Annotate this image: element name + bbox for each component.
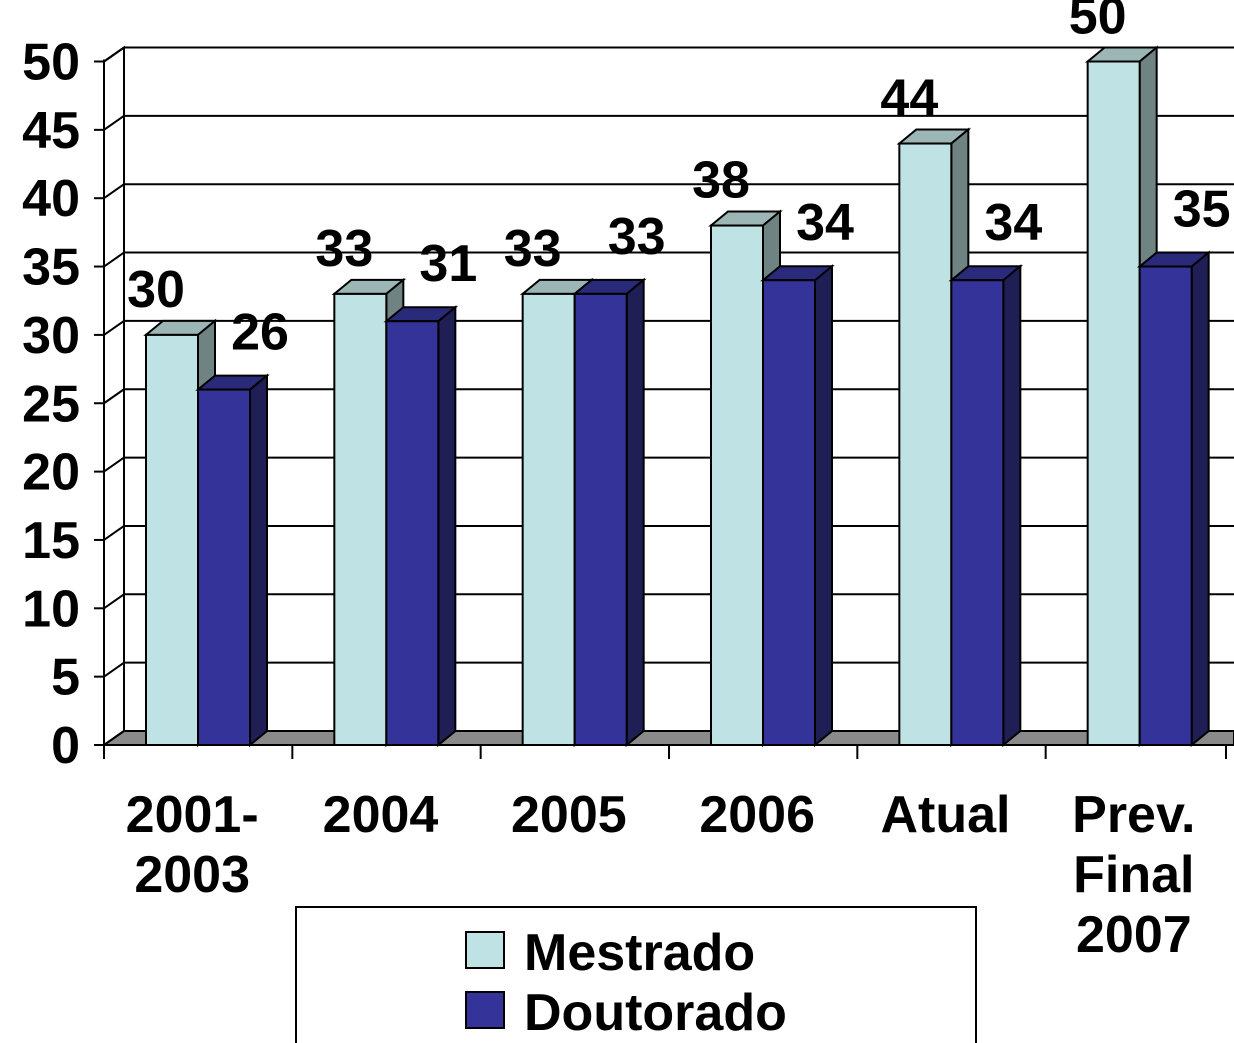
bar-doutorado: [948, 264, 1024, 748]
y-tick-label: 20: [22, 444, 80, 502]
gridline-side: [103, 456, 125, 473]
legend: Mestrado Doutorado: [295, 906, 977, 1043]
y-tick-label: 10: [22, 580, 80, 638]
chart-walls: [100, 45, 1234, 747]
bar-doutorado: [383, 305, 459, 748]
bars: [143, 45, 1212, 748]
gridline-side: [103, 661, 125, 678]
x-tick-label: 2004: [323, 786, 439, 844]
gridline-side: [103, 183, 125, 200]
bar-doutorado: [1136, 250, 1212, 748]
gridline-side: [103, 525, 125, 541]
gridline-side: [103, 115, 125, 131]
y-tick-label: 35: [22, 239, 80, 297]
legend-label-doutorado: Doutorado: [524, 984, 787, 1042]
x-tick-label: Atual: [881, 786, 1011, 844]
data-label: 30: [127, 261, 185, 319]
y-tick-label: 0: [51, 717, 80, 775]
gridline-side: [103, 593, 125, 610]
x-tick-label: 2001-2003: [126, 786, 259, 904]
data-label: 33: [315, 220, 373, 278]
gridline-side: [103, 251, 125, 268]
floor: [100, 730, 1234, 746]
x-axis-tick-labels: 2001-2003 2004 2005 2006 Atual Prev. Final 2007: [126, 786, 1196, 964]
x-tick-label: 2006: [699, 786, 815, 844]
legend-label-mestrado: Mestrado: [524, 924, 755, 982]
y-tick-label: 30: [22, 307, 80, 365]
legend-swatch-doutorado: [465, 991, 505, 1029]
data-label: 34: [796, 194, 854, 252]
y-tick-label: 15: [22, 512, 80, 570]
gridline-side: [103, 320, 125, 336]
bar-doutorado: [195, 373, 270, 748]
data-label: 34: [984, 194, 1042, 252]
y-tick-label: 40: [22, 170, 80, 228]
legend-box: [295, 906, 977, 1043]
gridline-side: [103, 46, 125, 63]
data-label: 33: [504, 220, 562, 278]
data-labels: 30 26 33 31 33 33 38 34 44 34 50 35: [127, 0, 1231, 362]
y-tick-label: 25: [22, 375, 80, 433]
axes: [94, 59, 1234, 759]
data-label: 38: [692, 152, 750, 210]
y-axis-tick-labels: 0 5 10 15 20 25 30 35 40 45 50: [22, 34, 80, 776]
y-tick-label: 45: [22, 102, 80, 160]
legend-swatch-mestrado: [465, 931, 505, 969]
bar-doutorado: [760, 264, 835, 748]
data-label: 33: [608, 208, 666, 266]
x-tick-label: 2005: [511, 786, 627, 844]
bar-doutorado: [571, 277, 647, 748]
data-label: 26: [231, 304, 289, 362]
data-label: 31: [419, 235, 477, 293]
data-label: 44: [880, 70, 938, 128]
data-label: 50: [1069, 0, 1127, 46]
y-tick-label: 5: [51, 649, 80, 707]
data-label: 35: [1173, 181, 1231, 239]
y-tick-label: 50: [22, 34, 80, 92]
gridlines: [103, 46, 1234, 678]
x-tick-label: Prev. Final 2007: [1072, 786, 1195, 964]
gridline-side: [103, 388, 125, 405]
